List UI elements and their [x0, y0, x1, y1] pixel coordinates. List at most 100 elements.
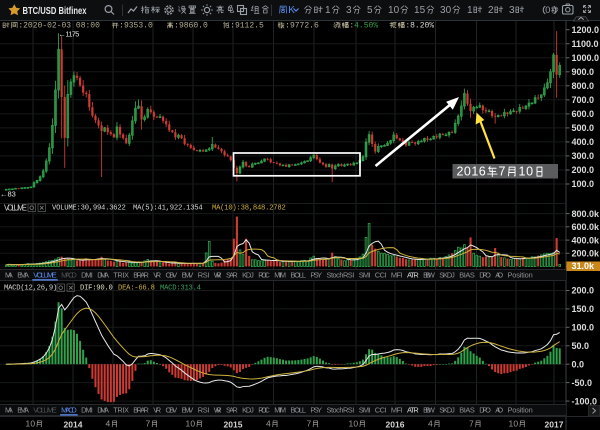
svg-text:7: 7	[498, 164, 505, 178]
svg-text:RSI: RSI	[198, 406, 210, 415]
svg-text:200.0: 200.0	[572, 286, 595, 296]
svg-text:BOLL: BOLL	[290, 271, 306, 280]
svg-text:8.20%: 8.20%	[410, 22, 434, 31]
svg-text:BOLL: BOLL	[290, 406, 306, 415]
svg-text:TRIX: TRIX	[113, 271, 129, 280]
svg-text:1: 1	[467, 5, 473, 16]
svg-text:←83: ←83	[0, 190, 16, 199]
svg-text:MA(5):41,922.1354: MA(5):41,922.1354	[133, 204, 203, 212]
svg-text:500.0: 500.0	[572, 123, 595, 133]
svg-text:10: 10	[186, 418, 196, 428]
svg-text::9860.0: :9860.0	[174, 22, 208, 31]
svg-text:MACD: MACD	[61, 406, 77, 415]
svg-text:3: 3	[346, 5, 352, 16]
svg-text:7: 7	[146, 418, 151, 428]
svg-text:-100.0: -100.0	[572, 396, 598, 406]
svg-text:2017: 2017	[545, 420, 564, 430]
svg-text:1200.0: 1200.0	[572, 25, 600, 35]
svg-text:1: 1	[325, 5, 331, 16]
svg-text:VOLUME:30,994.3622: VOLUME:30,994.3622	[52, 204, 126, 212]
svg-text:1100.0: 1100.0	[572, 39, 599, 49]
svg-text:0: 0	[545, 5, 550, 15]
svg-text:SAR: SAR	[226, 406, 238, 415]
svg-text:15: 15	[414, 5, 426, 16]
svg-text:VR: VR	[153, 271, 161, 280]
svg-text:K: K	[288, 5, 295, 16]
svg-text:SKDJ: SKDJ	[439, 271, 455, 280]
svg-text:BBW: BBW	[423, 406, 435, 415]
svg-text:5: 5	[367, 5, 373, 16]
svg-text:300.0: 300.0	[572, 151, 595, 161]
svg-text:MTM: MTM	[274, 271, 286, 280]
svg-text:0.0: 0.0	[572, 359, 585, 369]
svg-text:MACD: MACD	[61, 271, 77, 280]
svg-text::: :	[405, 22, 410, 31]
svg-text:4: 4	[266, 418, 271, 428]
svg-text:7: 7	[469, 418, 474, 428]
svg-text:CCI: CCI	[375, 271, 387, 280]
svg-text:MACD(12,26,9): MACD(12,26,9)	[4, 284, 57, 292]
svg-text:CCI: CCI	[375, 406, 387, 415]
svg-text:1000.0: 1000.0	[572, 53, 600, 63]
svg-text:4: 4	[428, 418, 433, 428]
svg-text:200.0: 200.0	[572, 165, 595, 175]
svg-text:3: 3	[509, 5, 515, 16]
svg-text:100.0: 100.0	[572, 323, 595, 333]
svg-text:2: 2	[488, 5, 494, 16]
svg-text:DPO: DPO	[479, 406, 491, 415]
svg-text:10: 10	[349, 418, 359, 428]
svg-text:ATR: ATR	[407, 406, 419, 415]
svg-text:MA: MA	[5, 406, 13, 415]
svg-text:10: 10	[26, 418, 36, 428]
svg-text:OBV: OBV	[166, 406, 178, 415]
svg-text:SKDJ: SKDJ	[439, 406, 455, 415]
svg-text:PSY: PSY	[310, 406, 322, 415]
svg-text:Position: Position	[508, 406, 533, 415]
svg-text:200.0k: 200.0k	[572, 249, 600, 259]
svg-text:KDJ: KDJ	[242, 271, 254, 280]
svg-text:AO: AO	[495, 271, 503, 280]
svg-text:4: 4	[106, 418, 111, 428]
svg-text:DMA: DMA	[97, 271, 109, 280]
svg-text:WR: WR	[214, 406, 222, 415]
svg-text:DMA: DMA	[97, 406, 109, 415]
svg-text:-50.0: -50.0	[572, 378, 593, 388]
svg-text:RSI: RSI	[198, 271, 210, 280]
svg-text:EMA: EMA	[17, 271, 29, 280]
svg-text:2015: 2015	[224, 420, 243, 430]
svg-text:ROC: ROC	[258, 406, 270, 415]
svg-text:ATR: ATR	[407, 271, 419, 280]
svg-text:50.0: 50.0	[572, 341, 590, 351]
svg-text:DPO: DPO	[479, 271, 491, 280]
svg-text:BIAS: BIAS	[459, 271, 475, 280]
svg-text:OBV: OBV	[166, 271, 178, 280]
svg-text:100.0: 100.0	[572, 179, 595, 189]
svg-text:MA(10):38,848.2782: MA(10):38,848.2782	[212, 204, 286, 212]
svg-text:EMA: EMA	[17, 406, 29, 415]
svg-text::2020-02-03 08:00: :2020-02-03 08:00	[18, 22, 100, 31]
svg-text:MFI: MFI	[391, 406, 403, 415]
svg-text:KDJ: KDJ	[242, 406, 254, 415]
svg-text:EMV: EMV	[182, 406, 194, 415]
svg-text:1175: 1175	[66, 29, 80, 38]
svg-text:800.0k: 800.0k	[572, 209, 600, 219]
svg-text:BIAS: BIAS	[459, 406, 475, 415]
svg-text:MA: MA	[5, 271, 13, 280]
svg-text:800.0: 800.0	[572, 81, 595, 91]
svg-text:DMI: DMI	[81, 406, 93, 415]
svg-text::: :	[349, 22, 354, 31]
svg-text:4.50%: 4.50%	[354, 22, 378, 31]
svg-text:400.0k: 400.0k	[572, 235, 600, 245]
svg-text:2016: 2016	[386, 420, 405, 430]
svg-text:MTM: MTM	[274, 406, 286, 415]
svg-text:MFI: MFI	[391, 271, 403, 280]
svg-text:Position: Position	[508, 271, 533, 280]
svg-text:ROC: ROC	[258, 271, 270, 280]
svg-text:VOLUME: VOLUME	[33, 406, 56, 415]
svg-text:2014: 2014	[64, 420, 83, 430]
svg-text:StochRSI: StochRSI	[327, 406, 355, 415]
svg-text:SMI: SMI	[359, 406, 371, 415]
svg-text::9112.5: :9112.5	[230, 22, 264, 31]
svg-text:VOLUME: VOLUME	[4, 203, 27, 212]
svg-text:BBW: BBW	[423, 271, 435, 280]
